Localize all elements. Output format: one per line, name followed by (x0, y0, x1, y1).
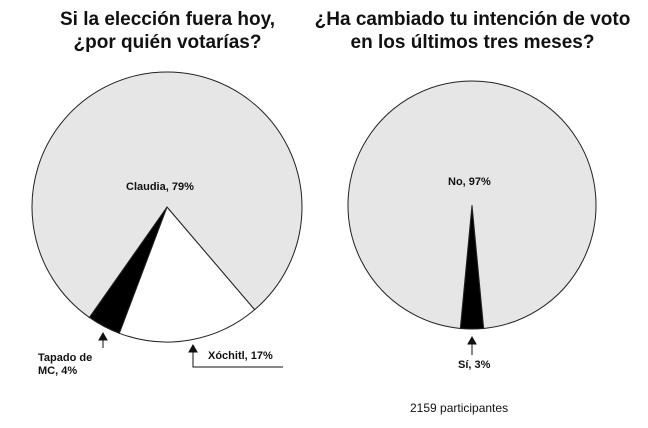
slice-label: No, 97% (448, 176, 491, 188)
slice-label: Claudia, 79% (126, 181, 194, 193)
chart-title: Si la elección fuera hoy, ¿por quién vot… (59, 9, 276, 53)
slice-label: Sí, 3% (458, 359, 491, 371)
arrow (192, 348, 283, 368)
pie-slice (31, 71, 303, 319)
slice-label: Tapado de MC, 4% (38, 352, 93, 377)
slice-label: Xóchitl, 17% (208, 350, 273, 362)
arrow-head (467, 335, 477, 345)
pie-slice (118, 206, 256, 343)
pie-slice (347, 80, 597, 329)
annotation-arrows (98, 331, 477, 368)
arrow-head (188, 343, 198, 353)
chart-note: 2159 participantes (410, 401, 509, 415)
arrow-head (98, 331, 108, 341)
chart-title: ¿Ha cambiado tu intención de voto en los… (314, 9, 631, 53)
